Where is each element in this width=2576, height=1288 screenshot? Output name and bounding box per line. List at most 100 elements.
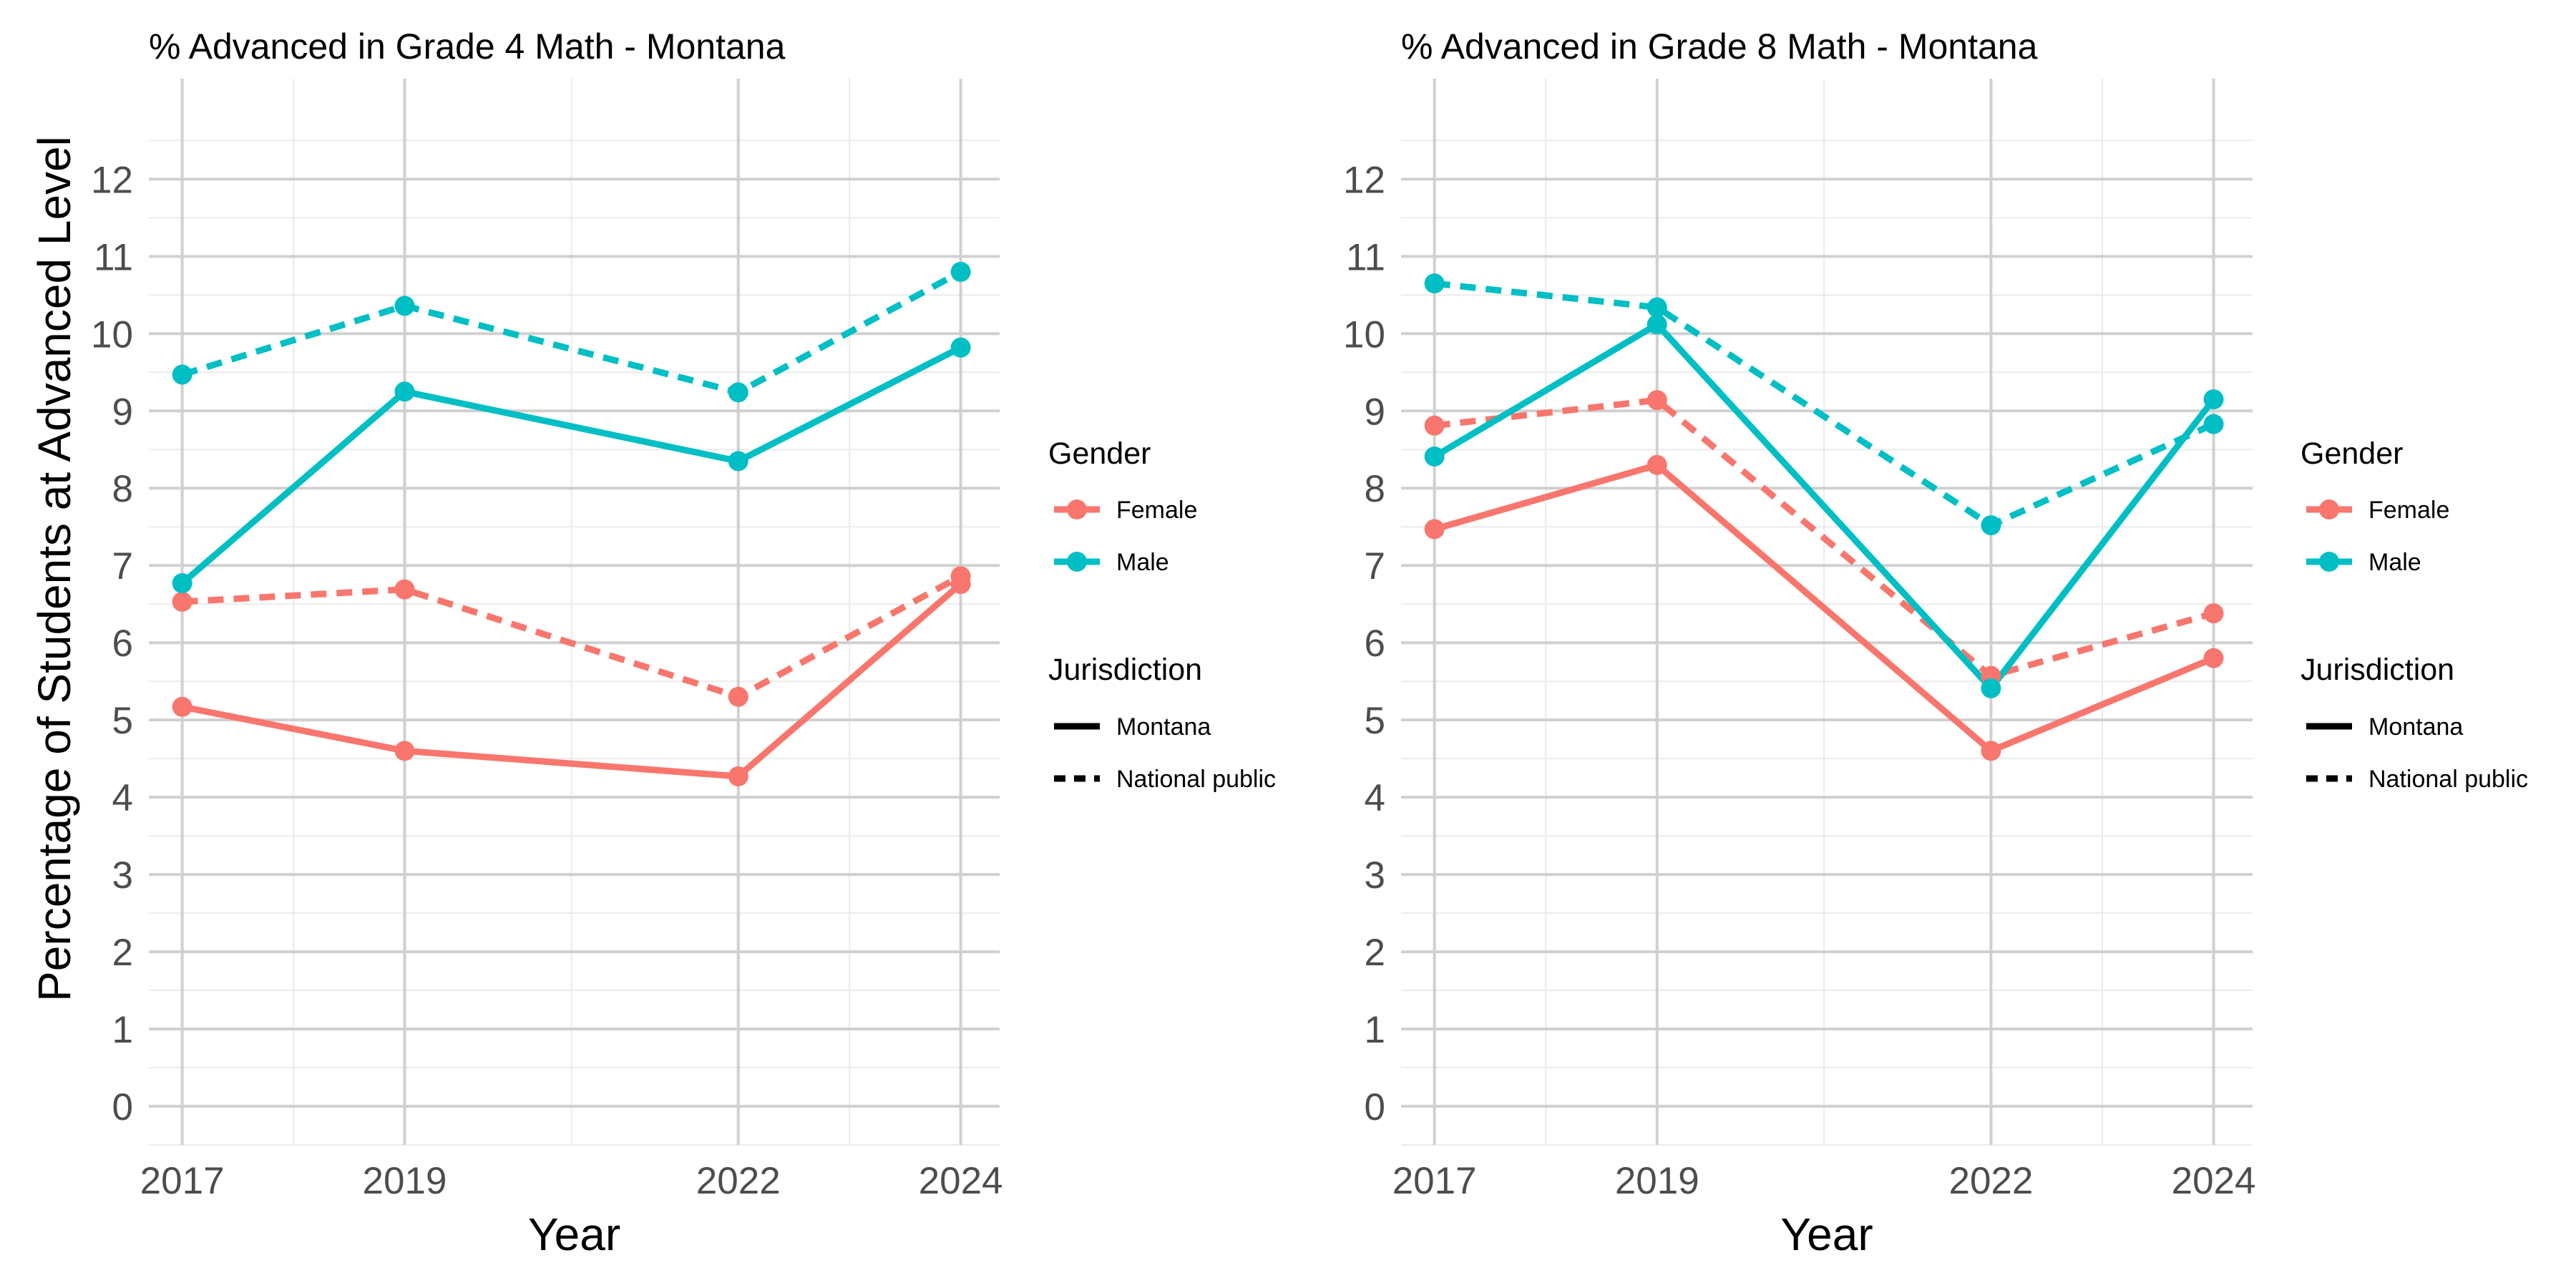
y-tick-label: 2 bbox=[1365, 932, 1385, 974]
legend-key-point bbox=[2319, 552, 2339, 572]
x-tick-label: 2022 bbox=[1948, 1160, 2033, 1202]
legend-key-point bbox=[1067, 499, 1087, 519]
legend-label: Montana bbox=[1116, 713, 1211, 741]
chart-title: % Advanced in Grade 4 Math - Montana bbox=[149, 26, 786, 67]
series-line-male-montana bbox=[180, 344, 962, 586]
data-point-male bbox=[950, 261, 971, 282]
data-point-male bbox=[394, 296, 415, 316]
legend-label: Male bbox=[1116, 549, 1169, 576]
y-tick-label: 4 bbox=[1365, 777, 1385, 819]
legend-label: Female bbox=[1116, 497, 1197, 524]
legend-label: National public bbox=[2368, 766, 2528, 793]
grid-lines bbox=[149, 79, 1000, 1146]
data-point-male bbox=[1646, 297, 1667, 318]
x-axis-title: Year bbox=[1780, 1209, 1873, 1260]
legend: Gender Female Male Jurisdiction Montana Natio… bbox=[2301, 436, 2528, 793]
x-tick-label: 2022 bbox=[696, 1160, 781, 1202]
legend-key-point bbox=[1067, 552, 1087, 572]
y-tick-label: 2 bbox=[112, 932, 133, 974]
y-tick-label: 9 bbox=[1365, 391, 1385, 433]
data-point-male bbox=[950, 337, 971, 358]
legend-label: Female bbox=[2368, 497, 2449, 524]
data-point-male bbox=[394, 381, 415, 402]
series-line-male-montana bbox=[1433, 321, 2217, 692]
data-point-female bbox=[2203, 603, 2224, 624]
y-tick-label: 10 bbox=[91, 313, 133, 356]
data-point-female bbox=[950, 566, 971, 587]
legend-label: Montana bbox=[2368, 713, 2463, 741]
data-point-female bbox=[728, 766, 748, 786]
y-tick-label: 8 bbox=[112, 468, 133, 510]
y-tick-label: 6 bbox=[1365, 623, 1385, 665]
legend-title-gender: Gender bbox=[1048, 436, 1151, 471]
data-point-female bbox=[2203, 648, 2224, 668]
series-line-male-national-public bbox=[181, 268, 962, 396]
y-tick-label: 12 bbox=[1343, 159, 1385, 201]
x-tick-label: 2019 bbox=[1615, 1160, 1699, 1202]
data-point-female bbox=[1981, 741, 2001, 761]
data-point-female bbox=[728, 686, 748, 707]
x-tick-label: 2019 bbox=[363, 1160, 447, 1202]
grid-lines bbox=[1401, 79, 2253, 1146]
y-tick-label: 0 bbox=[112, 1086, 133, 1128]
chart-panel-1: % Advanced in Grade 4 Math - Montana0123… bbox=[29, 26, 1276, 1260]
data-point-male bbox=[2203, 389, 2224, 410]
y-axis-title: Percentage of Students at Advanced Level bbox=[29, 136, 80, 1002]
series-line-male-national-public bbox=[1434, 280, 2215, 529]
y-tick-label: 7 bbox=[1365, 545, 1385, 587]
series-line-female-national-public bbox=[182, 573, 962, 701]
y-tick-label: 6 bbox=[112, 623, 133, 665]
legend-label: National public bbox=[1116, 766, 1276, 793]
x-tick-label: 2017 bbox=[140, 1160, 225, 1202]
data-point-female bbox=[172, 591, 192, 612]
data-point-female bbox=[1646, 390, 1667, 411]
x-tick-label: 2024 bbox=[2172, 1160, 2256, 1202]
data-point-male bbox=[1981, 515, 2001, 536]
data-point-female bbox=[172, 696, 192, 717]
y-tick-label: 1 bbox=[112, 1009, 133, 1051]
data-point-male bbox=[2203, 414, 2224, 434]
y-tick-label: 3 bbox=[1365, 854, 1385, 897]
chart-panel-2: % Advanced in Grade 8 Math - Montana0123… bbox=[1343, 26, 2528, 1260]
y-tick-label: 9 bbox=[112, 391, 133, 433]
data-point-male bbox=[1981, 678, 2001, 698]
y-tick-label: 10 bbox=[1343, 313, 1385, 356]
data-point-male bbox=[728, 382, 748, 403]
series-line-female-montana bbox=[181, 581, 963, 780]
y-tick-label: 12 bbox=[91, 159, 133, 201]
data-point-female bbox=[1646, 454, 1667, 475]
y-tick-label: 0 bbox=[1365, 1086, 1385, 1128]
data-point-male bbox=[172, 573, 192, 594]
data-point-male bbox=[172, 364, 192, 385]
y-tick-label: 7 bbox=[112, 545, 133, 587]
chart-title: % Advanced in Grade 8 Math - Montana bbox=[1401, 26, 2038, 67]
legend-title-jurisdiction: Jurisdiction bbox=[1048, 653, 1202, 687]
x-tick-label: 2017 bbox=[1392, 1160, 1477, 1202]
series-line-female-montana bbox=[1433, 462, 2215, 754]
data-point-female bbox=[1424, 519, 1445, 540]
series-line-female-national-public bbox=[1434, 396, 2215, 680]
y-tick-label: 5 bbox=[1365, 700, 1385, 742]
legend-title-jurisdiction: Jurisdiction bbox=[2301, 653, 2454, 687]
data-point-female bbox=[394, 579, 415, 600]
y-tick-label: 4 bbox=[112, 777, 133, 819]
y-tick-label: 5 bbox=[112, 700, 133, 742]
data-point-male bbox=[728, 451, 748, 472]
x-tick-label: 2024 bbox=[919, 1160, 1003, 1202]
data-point-male bbox=[1424, 446, 1445, 467]
data-point-male bbox=[1424, 273, 1445, 294]
legend-title-gender: Gender bbox=[2301, 436, 2403, 471]
data-point-female bbox=[394, 741, 415, 761]
data-point-female bbox=[1424, 415, 1445, 436]
y-tick-label: 11 bbox=[1346, 236, 1385, 278]
legend-label: Male bbox=[2368, 549, 2421, 576]
y-tick-label: 3 bbox=[112, 854, 133, 897]
legend: Gender Female Male Jurisdiction Montana Natio… bbox=[1048, 436, 1276, 793]
x-axis-title: Year bbox=[528, 1209, 620, 1260]
y-tick-label: 1 bbox=[1365, 1009, 1385, 1051]
legend-key-point bbox=[2319, 499, 2339, 519]
y-tick-label: 8 bbox=[1365, 468, 1385, 510]
y-tick-label: 11 bbox=[94, 236, 133, 278]
